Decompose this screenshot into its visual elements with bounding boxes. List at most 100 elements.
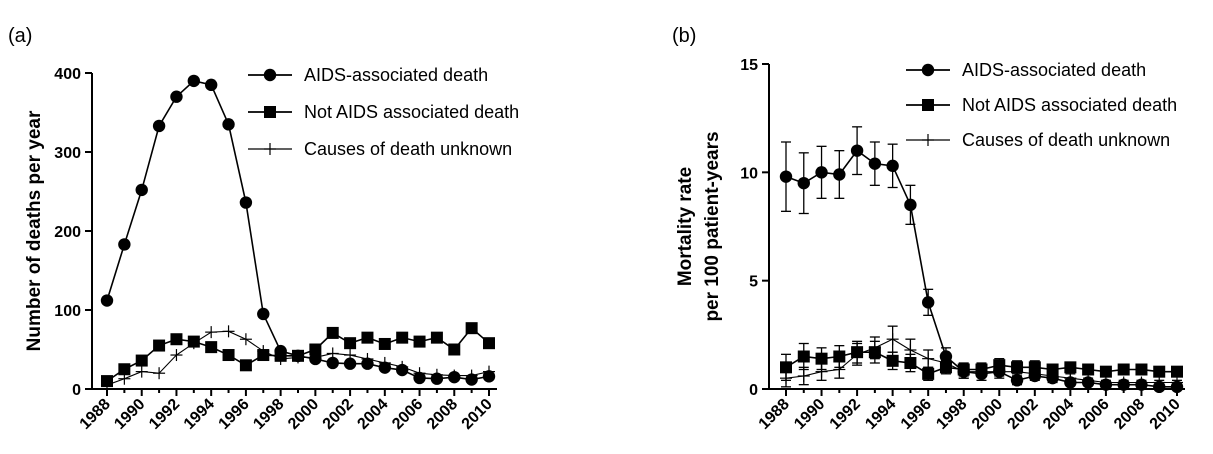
- chart-a-data-point: [326, 356, 339, 370]
- chart-a-data-point: [361, 331, 374, 344]
- chart-b-legend-marker: [922, 99, 934, 111]
- chart-a-data-point: [309, 351, 322, 364]
- chart-b-x-tick-label: 2000: [969, 396, 1006, 433]
- chart-b-data-point: [904, 357, 917, 369]
- chart-a-data-point: [292, 351, 304, 364]
- chart-a-data-point: [135, 365, 148, 378]
- chart-b-x-tick-label: 2008: [1111, 396, 1148, 433]
- chart-a-x-tick-label: 1992: [146, 396, 183, 433]
- chart-b-data-point: [833, 350, 846, 363]
- chart-panel-a: (a) 0 100 200 300 400 1988 1990 1992 1994 1996 1998…: [0, 0, 600, 454]
- chart-b-x-tick-label: 2002: [1004, 396, 1041, 433]
- chart-b-data-point: [1011, 365, 1024, 378]
- chart-b-x-tick-label: 1990: [791, 396, 828, 433]
- chart-b-data-point: [904, 344, 917, 356]
- chart-a-y-axis-title: Number of deaths per year: [24, 110, 45, 351]
- chart-b-data-point: [1153, 376, 1166, 389]
- chart-a-data-point: [118, 238, 131, 251]
- chart-b-data-point: [1135, 363, 1148, 376]
- chart-b-legend-marker: [921, 63, 935, 77]
- chart-b-x-tick-label: 1998: [933, 396, 970, 433]
- chart-b-data-point: [922, 367, 935, 380]
- chart-b-data-point: [939, 357, 952, 369]
- chart-a-data-point: [205, 341, 218, 354]
- chart-b-data-point: [1117, 376, 1130, 389]
- chart-a-x-tick-label: 1988: [77, 396, 114, 433]
- chart-a-data-point: [118, 363, 131, 376]
- chart-b-y-axis-title: Mortality rate: [675, 167, 696, 286]
- chart-b-data-point: [797, 176, 810, 190]
- chart-b-data-point: [1099, 365, 1112, 378]
- chart-b-legend-label: Not AIDS associated death: [962, 95, 1177, 115]
- chart-a-y-tick-label: 300: [54, 145, 81, 162]
- chart-b-data-point: [833, 168, 846, 181]
- chart-b-data-point: [993, 365, 1006, 378]
- chart-b-data-point: [850, 144, 864, 157]
- chart-a-data-point: [343, 357, 357, 370]
- chart-a-y-tick-label: 200: [54, 224, 81, 241]
- chart-b-data-point: [921, 296, 935, 309]
- chart-b-data-point: [975, 365, 988, 378]
- chart-b-data-point: [1099, 376, 1112, 389]
- chart-a-x-tick-label: 2006: [389, 396, 426, 433]
- chart-b-x-tick-label: 1994: [862, 396, 899, 433]
- chart-b-data-point: [780, 361, 792, 374]
- chart-a-legend-entry: [248, 68, 292, 82]
- chart-a-data-point: [118, 372, 131, 385]
- chart-a-data-point: [378, 337, 391, 350]
- chart-b-data-point: [815, 352, 828, 365]
- chart-b-x-tick-label: 2004: [1040, 396, 1077, 433]
- chart-a-data-point: [239, 196, 253, 209]
- chart-b-data-point: [797, 350, 810, 363]
- chart-a-data-point: [344, 349, 357, 362]
- chart-b-data-point: [779, 170, 793, 183]
- chart-a-x-tick-label: 1994: [181, 396, 218, 433]
- chart-b-data-point: [833, 363, 846, 376]
- chart-b-y-tick-label: 10: [740, 165, 758, 182]
- chart-a-data-point: [135, 354, 148, 367]
- chart-a-x-tick-label: 1998: [250, 396, 287, 433]
- chart-b-x-tick-label: 2006: [1076, 396, 1113, 433]
- chart-b-data-point: [868, 157, 882, 170]
- chart-b-data-point: [1153, 365, 1166, 378]
- chart-a-data-point: [222, 325, 235, 338]
- chart-a-data-point: [465, 322, 478, 335]
- chart-a-data-point: [483, 365, 495, 378]
- chart-a-data-point: [309, 343, 322, 356]
- chart-a-series-plus: [101, 325, 495, 392]
- chart-a-x-tick-label: 2000: [285, 396, 322, 433]
- chart-b-data-point: [1064, 361, 1077, 374]
- chart-b-data-point: [886, 159, 899, 173]
- chart-a-data-point: [274, 352, 287, 365]
- chart-a-data-point: [153, 339, 166, 352]
- chart-a-data-point: [152, 119, 166, 133]
- chart-a-x-tick-label: 1996: [216, 396, 253, 433]
- chart-a-x-tick-label: 2010: [459, 396, 496, 433]
- chart-b-data-point: [1082, 374, 1095, 387]
- chart-b-y-tick-label: 15: [740, 57, 758, 74]
- chart-b-data-point: [1028, 361, 1041, 374]
- chart-a-data-point: [257, 345, 270, 358]
- chart-a-legend-label: AIDS-associated death: [304, 65, 488, 85]
- chart-b-legend-entry: [906, 99, 950, 111]
- chart-b-data-point: [1046, 370, 1059, 382]
- chart-b-data-point: [868, 341, 881, 354]
- chart-b-series-plus: [780, 325, 1183, 389]
- chart-a-y-tick-label: 0: [72, 382, 81, 399]
- chart-a-data-point: [170, 349, 183, 362]
- chart-a-legend-entry: [248, 106, 292, 118]
- chart-a-legend-marker: [263, 68, 277, 82]
- chart-a-data-point: [326, 326, 339, 339]
- chart-a-data-point: [222, 118, 235, 131]
- chart-a-data-point: [170, 90, 183, 103]
- chart-b-data-point: [1082, 363, 1095, 376]
- chart-b-y-tick-label: 5: [749, 274, 758, 291]
- chart-b-y-tick-label: 0: [749, 382, 758, 399]
- chart-a-data-point: [396, 360, 409, 373]
- chart-a-data-point: [222, 349, 235, 362]
- chart-a-svg: (a) 0 100 200 300 400 198819901992199419961998…: [8, 25, 519, 433]
- chart-b-panel-label: (b): [672, 25, 696, 47]
- chart-a-data-point: [100, 294, 114, 307]
- chart-b-data-point: [797, 370, 810, 382]
- chart-a-data-point: [205, 326, 218, 339]
